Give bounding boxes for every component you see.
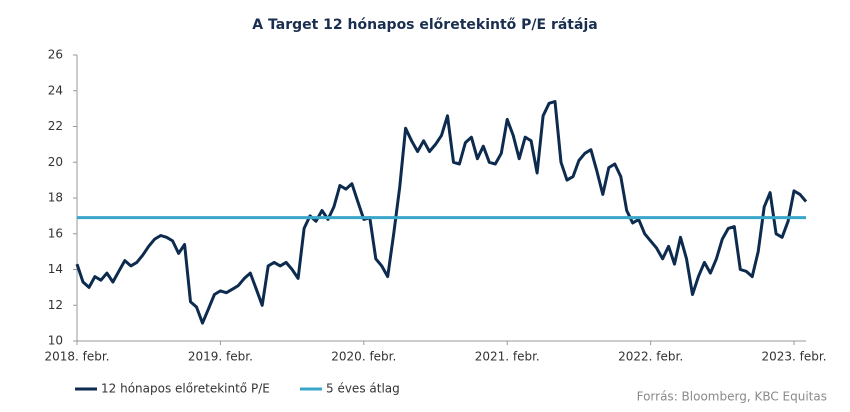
y-tick-label: 26 (48, 48, 63, 62)
x-tick-label: 2019. febr. (188, 350, 253, 364)
y-tick-label: 18 (48, 191, 63, 205)
x-tick-label: 2020. febr. (331, 350, 396, 364)
y-tick-label: 24 (48, 83, 63, 97)
y-tick-label: 22 (48, 119, 63, 133)
x-tick-label: 2018. febr. (44, 350, 109, 364)
chart-title: A Target 12 hónapos előretekintő P/E rát… (252, 17, 597, 33)
x-tick-label: 2022. febr. (618, 350, 683, 364)
x-tick-label: 2021. febr. (475, 350, 540, 364)
x-tick-label: 2023. febr. (762, 350, 827, 364)
y-tick-label: 20 (48, 155, 63, 169)
y-tick-label: 12 (48, 298, 63, 312)
source: Forrás: Bloomberg, KBC Equitas (637, 390, 827, 404)
y-tick-label: 16 (48, 226, 63, 240)
y-tick-label: 10 (48, 334, 63, 348)
legend-label: 12 hónapos előretekintő P/E (101, 382, 270, 396)
line-series (75, 100, 808, 325)
legend-label: 5 éves átlag (326, 382, 400, 396)
y-tick-label: 14 (48, 262, 63, 276)
